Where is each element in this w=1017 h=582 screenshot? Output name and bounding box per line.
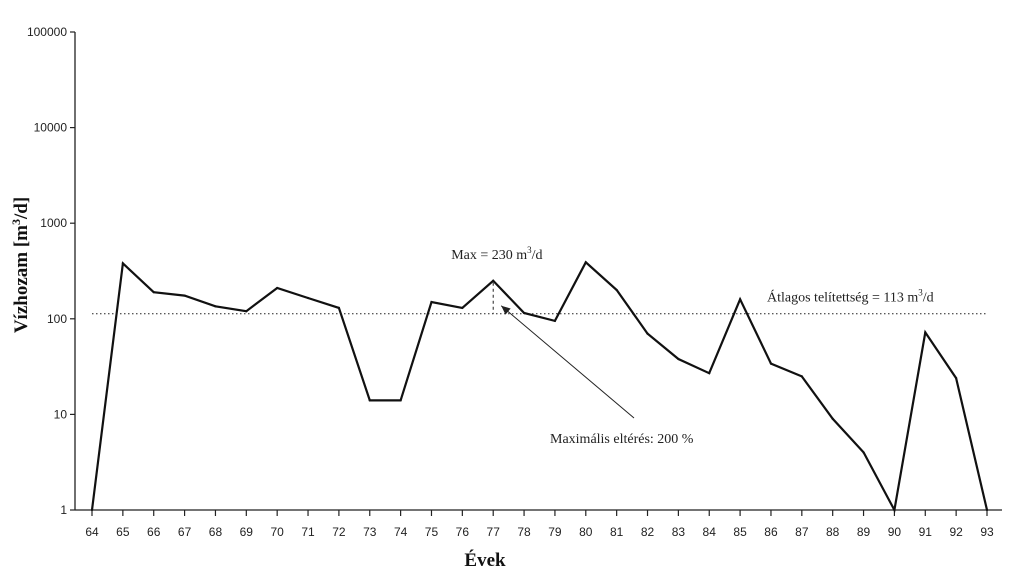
x-tick-label: 78 — [517, 525, 531, 539]
x-tick-label: 84 — [703, 525, 717, 539]
x-tick-label: 92 — [949, 525, 963, 539]
y-tick-label: 1 — [60, 503, 67, 517]
data-point — [553, 319, 557, 323]
data-point — [90, 508, 94, 512]
data-point — [276, 286, 279, 290]
x-tick-label: 82 — [641, 525, 655, 539]
data-point — [430, 300, 433, 304]
x-tick-label: 70 — [270, 525, 284, 539]
x-tick-label: 81 — [610, 525, 624, 539]
y-axis-title-sup: 3 — [9, 219, 23, 225]
x-tick-label: 89 — [857, 525, 871, 539]
x-tick-label: 74 — [394, 525, 408, 539]
data-point — [646, 332, 649, 335]
data-point — [461, 306, 464, 310]
x-tick-label: 83 — [672, 525, 686, 539]
data-point — [615, 288, 618, 292]
y-axis-title-main: Vízhozam [m — [11, 225, 32, 333]
data-point — [831, 417, 834, 420]
y-axis-title: Vízhozam [m3/d] — [9, 197, 32, 333]
data-point — [955, 376, 958, 380]
x-tick-label: 66 — [147, 525, 161, 539]
data-points — [90, 261, 989, 512]
data-point — [522, 311, 526, 315]
x-tick-label: 68 — [209, 525, 223, 539]
annotation-average: Átlagos telítettség = 113 m3/d — [767, 288, 934, 306]
series-line — [90, 260, 989, 514]
data-point — [245, 310, 248, 313]
x-tick-label: 85 — [733, 525, 747, 539]
data-point — [399, 399, 402, 402]
x-tick-label: 87 — [795, 525, 809, 539]
data-point — [337, 306, 340, 310]
x-tick-label: 69 — [240, 525, 254, 539]
data-point — [893, 508, 896, 512]
data-point — [214, 305, 217, 308]
data-point — [769, 362, 773, 365]
x-tick-label: 71 — [301, 525, 315, 539]
x-tick-label: 77 — [487, 525, 501, 539]
y-tick-label: 100 — [47, 312, 67, 326]
annotation-max: Max = 230 m3/d — [451, 245, 542, 263]
x-tick-label: 67 — [178, 525, 192, 539]
x-tick-label: 64 — [85, 525, 99, 539]
data-point — [152, 291, 155, 294]
x-tick-label: 75 — [425, 525, 439, 539]
data-point — [677, 357, 680, 361]
x-tick-label: 76 — [456, 525, 470, 539]
data-point — [183, 294, 186, 297]
axes — [74, 32, 1002, 511]
x-tick-label: 90 — [888, 525, 902, 539]
data-point — [368, 399, 371, 402]
x-tick-label: 91 — [919, 525, 933, 539]
deviation-arrow — [500, 305, 635, 419]
data-point — [924, 331, 927, 334]
data-point — [306, 296, 310, 300]
y-tick-label: 100000 — [27, 25, 67, 39]
y-axis-title-tail: /d] — [11, 197, 32, 220]
data-point — [739, 298, 742, 301]
data-point — [985, 508, 989, 512]
annotation-average-text: Átlagos telítettség = 113 m — [767, 289, 918, 306]
x-axis-title: Évek — [464, 549, 506, 571]
annotation-max-unit: /d — [532, 248, 543, 263]
x-tick-label: 80 — [579, 525, 593, 539]
y-tick-label: 1000 — [40, 216, 67, 230]
data-point — [492, 279, 495, 282]
x-tick-label: 86 — [764, 525, 778, 539]
data-point — [121, 262, 124, 265]
data-point — [584, 261, 587, 264]
y-ticks: 1 10 100 1000 10000 100000 — [27, 25, 75, 517]
x-tick-label: 93 — [980, 525, 994, 539]
x-tick-label: 79 — [548, 525, 562, 539]
y-tick-label: 10000 — [34, 121, 68, 135]
x-tick-label: 72 — [332, 525, 346, 539]
data-point — [862, 451, 865, 454]
data-point — [800, 375, 803, 378]
x-tick-label: 65 — [116, 525, 130, 539]
annotation-average-unit: /d — [923, 291, 934, 306]
data-point — [708, 372, 711, 375]
x-ticks: 64 65 66 67 68 69 70 71 72 73 74 75 76 77 78 79 80 81 82 83… — [85, 510, 994, 539]
y-tick-label: 10 — [54, 407, 68, 421]
annotation-deviation: Maximális eltérés: 200 % — [550, 432, 694, 447]
annotation-max-sup: 3 — [527, 245, 532, 255]
annotation-max-text: Max = 230 m — [451, 248, 527, 263]
x-tick-label: 88 — [826, 525, 840, 539]
arrowhead-icon — [501, 305, 511, 315]
x-tick-label: 73 — [363, 525, 377, 539]
annotation-average-sup: 3 — [918, 288, 923, 298]
